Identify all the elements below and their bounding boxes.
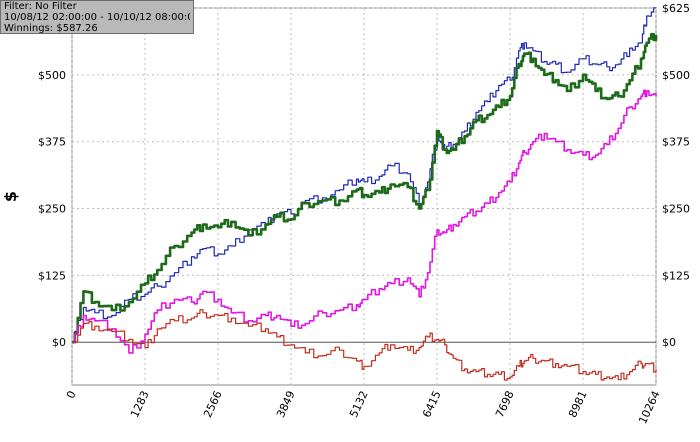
y-tick-label-right: $250 <box>662 203 690 216</box>
info-box: Filter: No Filter 10/08/12 02:00:00 - 10… <box>0 0 194 34</box>
y-tick-label-right: $125 <box>662 269 690 282</box>
x-tick-label: 6415 <box>420 389 444 420</box>
y-tick-label-right: $625 <box>662 2 690 15</box>
y-tick-label-left: $125 <box>38 269 66 282</box>
y-axis-label: $ <box>1 191 20 202</box>
y-tick-label-right: $0 <box>662 336 676 349</box>
x-tick-label: 10264 <box>636 389 663 426</box>
x-tick-label: 0 <box>64 389 79 401</box>
x-tick-label: 7698 <box>493 389 517 420</box>
y-tick-label-right: $500 <box>662 69 690 82</box>
y-tick-label-left: $0 <box>52 336 66 349</box>
filter-label: Filter: No Filter <box>4 1 77 12</box>
y-tick-label-right: $375 <box>662 136 690 149</box>
x-tick-label: 1283 <box>128 389 152 420</box>
y-tick-label-left: $500 <box>38 69 66 82</box>
date-range-label: 10/08/12 02:00:00 - 10/10/12 08:00:00 <box>4 12 190 23</box>
y-tick-label-left: $250 <box>38 203 66 216</box>
x-tick-label: 5132 <box>347 389 371 420</box>
winnings-label: Winnings: $587.26 <box>4 23 98 34</box>
x-tick-label: 8981 <box>566 389 590 420</box>
x-tick-label: 2566 <box>201 389 225 420</box>
series-line-3 <box>72 89 657 354</box>
series-line-2 <box>72 33 658 344</box>
y-tick-label-left: $375 <box>38 136 66 149</box>
x-tick-label: 3849 <box>274 389 298 420</box>
series-line-4 <box>72 309 657 381</box>
